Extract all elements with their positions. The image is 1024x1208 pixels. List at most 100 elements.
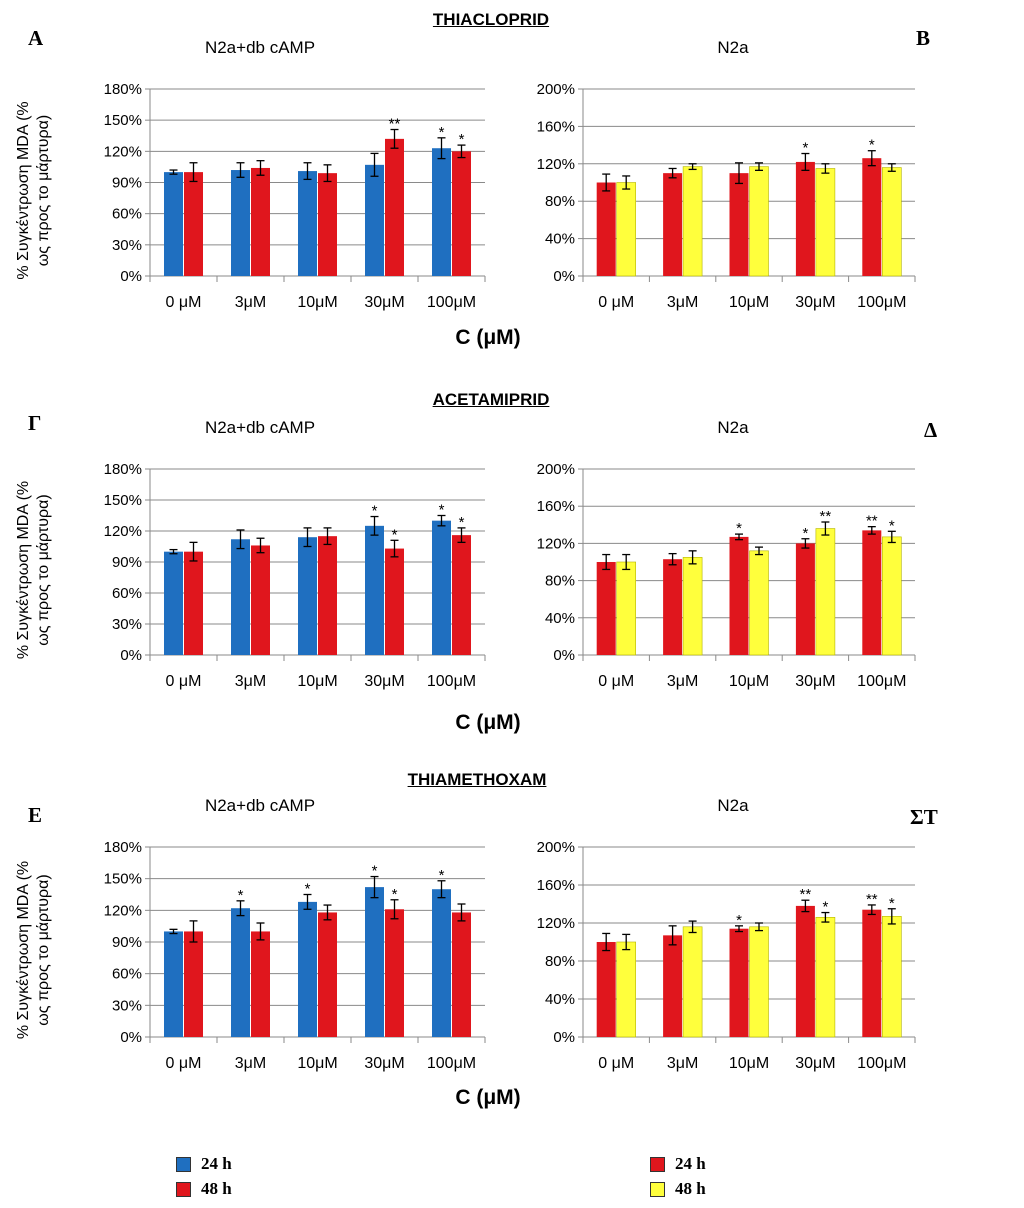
y-tick-label: 90% [112, 554, 142, 571]
bar [729, 928, 749, 1037]
legend-right-24h: 24 h [650, 1154, 706, 1174]
y-tick-label: 0% [120, 1029, 142, 1046]
y-tick-label: 0% [120, 647, 142, 664]
y-tick-label: 60% [112, 585, 142, 602]
bar [385, 548, 404, 655]
y-tick-label: 60% [112, 206, 142, 223]
legend-swatch [650, 1181, 665, 1197]
x-tick-label: 3μM [235, 1055, 266, 1072]
bar [749, 926, 769, 1038]
y-axis-label-line2: ως προς το μάρτυρα) [35, 874, 52, 1025]
bar [432, 889, 451, 1037]
bar [881, 536, 902, 656]
section-title-thiamethoxam: THIAMETHOXAM [407, 770, 547, 789]
bar [616, 182, 636, 277]
y-tick-label: 30% [112, 237, 142, 254]
chart-title: N2a [717, 796, 749, 815]
y-tick-label: 180% [104, 839, 142, 856]
bar [184, 931, 203, 1037]
x-tick-label: 10μM [297, 1055, 337, 1072]
significance-marker: ** [866, 513, 878, 530]
x-tick-label: 10μM [297, 294, 337, 311]
y-tick-label: 150% [104, 112, 142, 129]
y-tick-label: 60% [112, 966, 142, 983]
bar [616, 561, 636, 656]
legend-swatch [176, 1181, 191, 1197]
y-tick-label: 80% [545, 953, 575, 970]
bar [298, 901, 317, 1037]
x-tick-label: 100μM [857, 294, 906, 311]
section-title-thiacloprid: THIACLOPRID [432, 10, 550, 29]
significance-marker: ** [389, 116, 401, 133]
y-tick-label: 0% [120, 268, 142, 285]
x-tick-label: 0 μM [598, 673, 634, 690]
bar [184, 172, 203, 276]
bar [251, 931, 270, 1037]
bar [164, 172, 183, 276]
y-axis-label-line2: ως προς το μάρτυρα) [35, 115, 52, 266]
bar [663, 559, 683, 655]
bar [164, 551, 183, 655]
panel-letter-b: B [916, 26, 931, 50]
bar [862, 909, 882, 1037]
x-tick-label: 10μM [729, 673, 769, 690]
significance-marker: * [822, 899, 828, 916]
x-tick-label: 3μM [235, 294, 266, 311]
significance-marker: * [372, 503, 378, 520]
bar [251, 167, 270, 276]
x-tick-label: 3μM [667, 673, 698, 690]
x-tick-label: 10μM [729, 1055, 769, 1072]
y-tick-label: 30% [112, 616, 142, 633]
legend-label: 24 h [675, 1154, 706, 1173]
panel-letter-gamma: Γ [28, 411, 42, 435]
y-tick-label: 40% [545, 991, 575, 1008]
significance-marker: * [439, 124, 445, 141]
y-tick-label: 120% [537, 915, 575, 932]
x-tick-label: 100μM [427, 673, 476, 690]
significance-marker: * [372, 863, 378, 880]
x-tick-label: 0 μM [166, 1055, 202, 1072]
significance-marker: * [392, 526, 398, 543]
significance-marker: * [305, 881, 311, 898]
panel-letter-sigma-t: ΣT [910, 805, 938, 829]
y-axis-label: % Συγκέντρωση MDA (% ως προς το μάρτυρα) [15, 481, 52, 659]
x-tick-label: 30μM [795, 294, 835, 311]
y-tick-label: 200% [537, 461, 575, 478]
panel-letter-e: E [28, 803, 43, 827]
x-tick-label: 30μM [364, 673, 404, 690]
chart-thiamethoxam-n2a: N2a 0% 40% 80% 120% 160% 200% 0 μM 3μM 10μM 30μM 10… [537, 796, 916, 1072]
chart-thiacloprid-n2a: N2a 0% 40% 80% 120% 160% 200% 0 μM 3μM 10μM 30μM 10… [537, 38, 916, 311]
x-tick-label: 3μM [235, 673, 266, 690]
significance-marker: * [736, 520, 742, 537]
y-tick-label: 120% [104, 902, 142, 919]
significance-marker: * [869, 137, 875, 154]
bar [164, 931, 183, 1037]
bar [682, 926, 703, 1038]
significance-marker: * [736, 912, 742, 929]
x-tick-label: 10μM [729, 294, 769, 311]
bar [663, 935, 683, 1037]
bar [318, 912, 337, 1037]
y-tick-label: 120% [537, 535, 575, 552]
bar [682, 557, 703, 656]
x-axis-label-2: C (μM) [455, 711, 521, 734]
bar [749, 550, 769, 656]
y-tick-label: 150% [104, 492, 142, 509]
panel-letter-a: A [28, 26, 44, 50]
x-axis-label-3: C (μM) [455, 1086, 521, 1109]
bar [749, 166, 769, 277]
x-tick-label: 30μM [364, 294, 404, 311]
bar [795, 543, 815, 655]
x-tick-label: 100μM [857, 1055, 906, 1072]
bar [862, 158, 882, 276]
y-tick-label: 0% [553, 647, 575, 664]
bar [452, 912, 471, 1037]
y-tick-label: 160% [537, 118, 575, 135]
bar [231, 908, 250, 1037]
significance-marker: * [392, 886, 398, 903]
panel-letter-delta: Δ [924, 418, 938, 442]
x-tick-label: 3μM [667, 294, 698, 311]
y-axis-label-line2: ως προς το μάρτυρα) [35, 494, 52, 645]
y-tick-label: 30% [112, 997, 142, 1014]
chart-title: N2a+db cAMP [205, 796, 315, 815]
